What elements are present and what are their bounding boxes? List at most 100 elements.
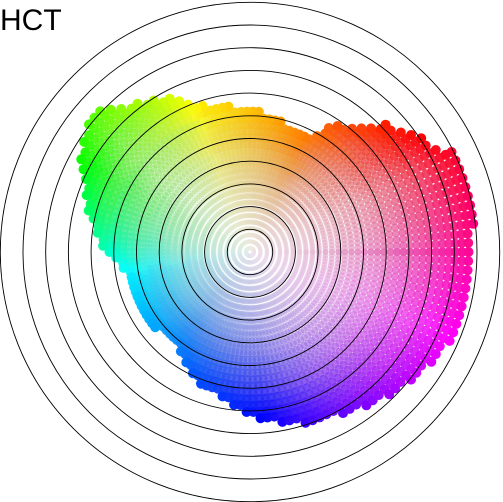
- color-dot: [245, 246, 250, 251]
- color-dot: [254, 241, 259, 246]
- color-dot: [252, 219, 259, 226]
- color-dot: [288, 237, 294, 243]
- color-dot: [246, 246, 251, 251]
- color-dot: [252, 240, 258, 245]
- color-dot: [246, 279, 252, 285]
- color-dot: [248, 253, 253, 258]
- color-dot: [250, 266, 256, 272]
- color-dot: [233, 239, 239, 245]
- color-dot: [251, 259, 257, 264]
- color-dot: [240, 234, 246, 239]
- color-dot: [245, 266, 250, 272]
- color-dot: [264, 245, 269, 250]
- color-dot: [250, 246, 255, 251]
- color-dot: [257, 263, 263, 269]
- color-dot: [254, 278, 260, 284]
- color-dot: [231, 253, 236, 259]
- color-dot: [296, 251, 303, 257]
- color-dot: [248, 253, 253, 259]
- color-dot: [244, 239, 249, 245]
- color-dot: [232, 242, 238, 247]
- color-dot: [250, 232, 255, 238]
- color-dot: [277, 228, 282, 233]
- color-dot: [246, 219, 252, 225]
- color-dot: [259, 261, 265, 267]
- color-dot: [258, 284, 264, 290]
- color-dot: [251, 250, 256, 255]
- color-dot: [268, 270, 274, 276]
- color-dot: [229, 264, 235, 270]
- color-dot: [278, 278, 284, 284]
- color-dot: [214, 221, 220, 227]
- color-dot: [241, 258, 246, 263]
- color-dot: [271, 249, 276, 255]
- color-dot: [239, 220, 245, 226]
- color-dot: [233, 259, 239, 265]
- color-dot: [258, 250, 263, 255]
- color-dot: [282, 239, 288, 244]
- color-dot: [242, 240, 247, 246]
- color-dot: [245, 246, 250, 251]
- color-dot: [242, 233, 247, 239]
- color-dot: [247, 253, 252, 259]
- color-dot: [232, 257, 238, 262]
- color-dot: [251, 249, 256, 254]
- color-dot: [248, 266, 253, 272]
- color-dot: [251, 251, 256, 256]
- color-dot: [84, 119, 94, 130]
- color-dot: [263, 244, 269, 249]
- color-dot: [242, 259, 248, 264]
- color-dot: [257, 254, 262, 259]
- color-dot: [251, 250, 257, 255]
- color-dot: [259, 262, 264, 267]
- color-dot: [240, 242, 245, 247]
- color-dot: [251, 252, 256, 257]
- color-dot: [288, 235, 294, 241]
- color-dot: [251, 248, 256, 253]
- color-dot: [244, 219, 250, 225]
- color-dot: [281, 276, 287, 282]
- color-dot: [245, 239, 250, 245]
- color-dot: [227, 237, 233, 243]
- color-dot: [255, 234, 261, 240]
- color-dot: [272, 233, 278, 238]
- color-dot: [273, 264, 279, 269]
- color-dot: [237, 246, 243, 252]
- color-dot: [255, 264, 261, 270]
- color-dot: [230, 250, 236, 256]
- color-dot: [242, 265, 248, 271]
- color-dot: [283, 243, 289, 249]
- color-dot: [256, 235, 262, 241]
- color-dot: [238, 244, 243, 250]
- color-dot: [250, 253, 255, 258]
- color-dot: [275, 238, 281, 244]
- color-dot: [462, 265, 473, 276]
- color-dot: [215, 231, 221, 237]
- color-dot: [237, 263, 243, 268]
- color-dot: [287, 233, 293, 239]
- color-dot: [289, 242, 295, 248]
- color-dot: [254, 241, 259, 247]
- color-dot: [237, 251, 242, 256]
- color-dot: [259, 237, 265, 243]
- color-dot: [238, 235, 244, 240]
- color-dot: [239, 234, 245, 240]
- color-dot: [258, 250, 263, 255]
- color-dot: [246, 253, 251, 258]
- color-dot: [220, 224, 226, 230]
- color-dot: [263, 242, 268, 247]
- color-dot: [245, 247, 250, 252]
- color-dot: [254, 220, 260, 226]
- color-dot: [247, 232, 253, 238]
- color-dot: [253, 279, 259, 284]
- color-dot: [266, 264, 271, 269]
- color-dot: [259, 229, 265, 235]
- color-dot: [253, 258, 258, 264]
- color-dot: [230, 265, 236, 271]
- color-dot: [237, 250, 242, 255]
- color-dot: [274, 262, 280, 268]
- color-dot: [245, 219, 251, 225]
- color-dot: [250, 252, 255, 258]
- color-dot: [262, 267, 268, 273]
- color-dot: [251, 240, 256, 245]
